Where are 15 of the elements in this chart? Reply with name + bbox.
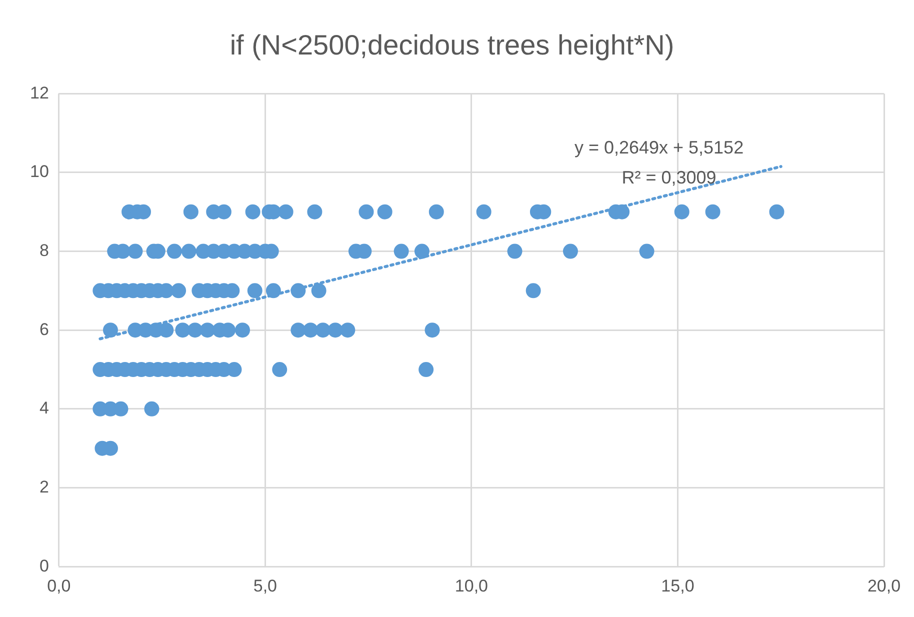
chart-title: if (N<2500;decidous trees height*N) bbox=[230, 30, 674, 61]
x-tick-label: 20,0 bbox=[867, 576, 901, 596]
x-tick-label: 10,0 bbox=[454, 576, 488, 596]
y-tick-label: 4 bbox=[39, 398, 49, 418]
y-tick-label: 8 bbox=[39, 240, 49, 260]
y-tick-label: 2 bbox=[39, 477, 49, 496]
x-tick-label: 5,0 bbox=[253, 576, 277, 596]
y-tick-label: 12 bbox=[30, 83, 49, 102]
x-tick-label: 15,0 bbox=[661, 576, 694, 596]
annotation: R² = 0,3009 bbox=[622, 168, 716, 188]
annotation: y = 0,2649x + 5,5152 bbox=[574, 138, 744, 158]
y-tick-label: 0 bbox=[39, 556, 49, 576]
x-tick-label: 0,0 bbox=[47, 576, 71, 596]
y-tick-label: 10 bbox=[30, 162, 49, 182]
y-tick-label: 6 bbox=[39, 320, 49, 339]
